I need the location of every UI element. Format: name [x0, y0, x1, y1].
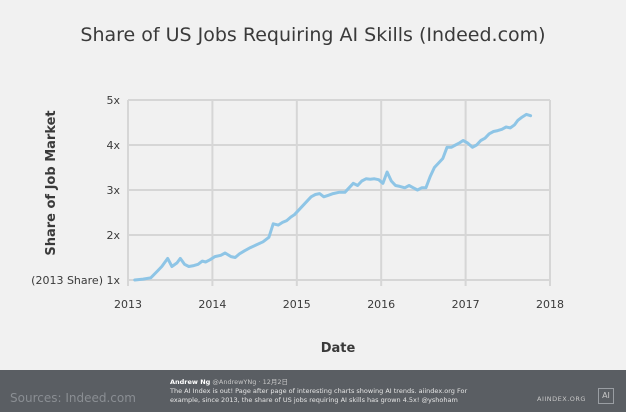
y-tick-label: 3x: [106, 184, 120, 197]
x-tick-label: 2017: [452, 298, 480, 311]
y-axis-label: Share of Job Market: [44, 110, 59, 255]
x-tick-label: 2016: [367, 298, 395, 311]
x-tick-label: 2013: [114, 298, 142, 311]
brand-label: AIINDEX.ORG: [537, 395, 586, 403]
series-line: [133, 112, 533, 282]
y-tick-label: (2013 Share) 1x: [31, 274, 120, 287]
tweet-text: The AI Index is out! Page after page of …: [170, 387, 468, 404]
chart-title: Share of US Jobs Requiring AI Skills (In…: [80, 24, 546, 46]
x-tick-label: 2015: [283, 298, 311, 311]
x-axis-label: Date: [321, 341, 356, 356]
gridlines: [127, 99, 551, 286]
tweet-author: Andrew Ng: [170, 378, 211, 386]
y-tick-label: 5x: [106, 94, 120, 107]
tick-labels: (2013 Share) 1x 2x 3x 4x 5x 2013 2014 2015 2016 2…: [31, 94, 564, 311]
source-label: Sources: Indeed.com: [10, 391, 136, 405]
x-tick-label: 2014: [198, 298, 226, 311]
tweet-handle: @AndrewYNg · 12月2日: [212, 378, 288, 386]
brand-logo: AI: [598, 388, 614, 404]
x-tick-label: 2018: [536, 298, 564, 311]
chart-plot: (2013 Share) 1x 2x 3x 4x 5x 2013 2014 2015 2016 2…: [31, 94, 564, 356]
y-tick-label: 4x: [106, 139, 120, 152]
footer-bar: Sources: Indeed.com Andrew Ng @AndrewYNg…: [0, 370, 626, 412]
y-tick-label: 2x: [106, 229, 120, 242]
tweet-caption: Andrew Ng @AndrewYNg · 12月2日 The AI Inde…: [170, 378, 470, 405]
